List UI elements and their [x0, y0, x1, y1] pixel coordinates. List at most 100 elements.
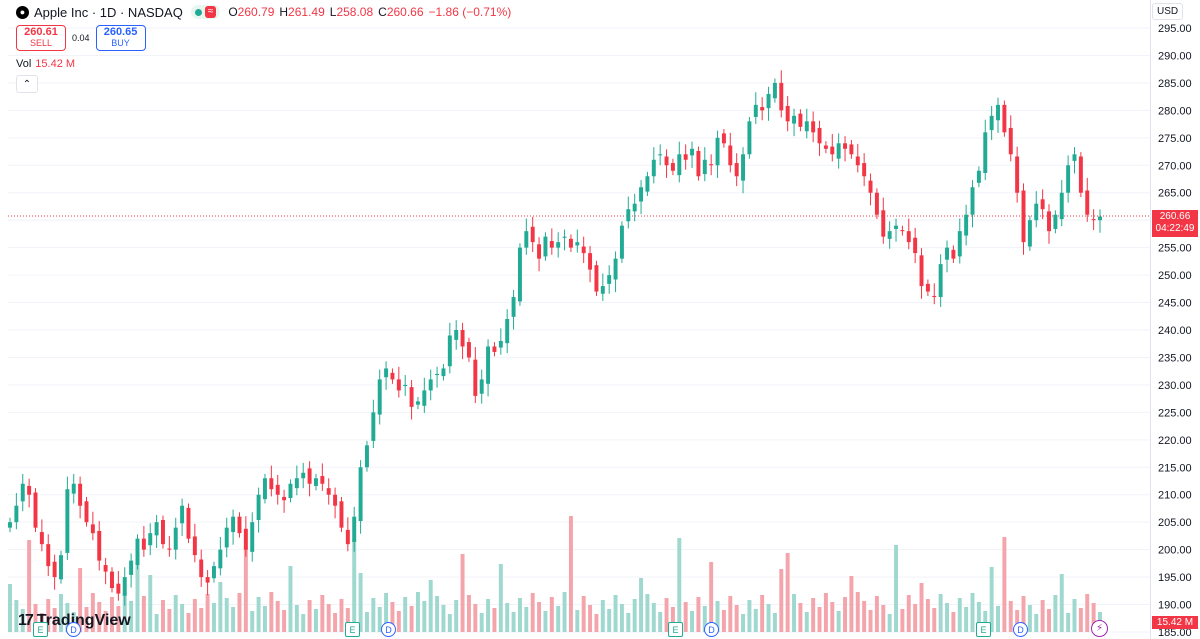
candle[interactable]	[167, 535, 172, 557]
candle[interactable]	[186, 503, 191, 544]
candle[interactable]	[371, 399, 376, 449]
candle[interactable]	[874, 188, 879, 220]
candle[interactable]	[1053, 210, 1058, 234]
candle[interactable]	[811, 111, 816, 143]
candle[interactable]	[588, 245, 593, 283]
candle[interactable]	[925, 279, 930, 296]
candle[interactable]	[90, 511, 95, 541]
candle[interactable]	[339, 496, 344, 533]
candle[interactable]	[843, 136, 848, 162]
candle[interactable]	[1085, 177, 1090, 222]
candle[interactable]	[20, 473, 25, 512]
candle[interactable]	[772, 78, 777, 103]
candle[interactable]	[71, 473, 76, 504]
dividend-marker[interactable]: D	[381, 622, 396, 637]
earnings-marker[interactable]: E	[668, 622, 683, 637]
candle[interactable]	[262, 473, 267, 504]
candle[interactable]	[1027, 215, 1032, 251]
candle[interactable]	[46, 534, 51, 576]
candle[interactable]	[358, 460, 363, 534]
candle[interactable]	[753, 92, 758, 125]
candle[interactable]	[103, 557, 108, 585]
candle[interactable]	[817, 120, 822, 156]
candle[interactable]	[307, 461, 312, 497]
candle[interactable]	[301, 462, 306, 489]
candle[interactable]	[256, 487, 261, 533]
candle[interactable]	[632, 193, 637, 222]
candle[interactable]	[1098, 209, 1102, 233]
candle[interactable]	[441, 364, 446, 381]
candle[interactable]	[294, 465, 299, 496]
candle[interactable]	[517, 243, 522, 306]
candle[interactable]	[568, 234, 573, 253]
candle[interactable]	[231, 509, 236, 545]
candle[interactable]	[645, 171, 650, 197]
dividend-marker[interactable]: D	[1013, 622, 1028, 637]
candle[interactable]	[932, 283, 937, 305]
candle[interactable]	[180, 498, 185, 536]
candle[interactable]	[549, 228, 554, 255]
candle[interactable]	[537, 237, 542, 272]
candle[interactable]	[945, 240, 949, 273]
dividend-marker[interactable]: D	[66, 622, 81, 637]
candle[interactable]	[798, 109, 803, 132]
candle[interactable]	[543, 232, 548, 261]
candle[interactable]	[1059, 180, 1064, 227]
candle[interactable]	[696, 146, 701, 181]
candle[interactable]	[33, 488, 38, 533]
candle[interactable]	[600, 273, 605, 301]
candle[interactable]	[466, 337, 471, 362]
candle[interactable]	[996, 97, 1000, 133]
symbol-title[interactable]: Apple Inc · 1D · NASDAQ	[34, 4, 183, 20]
candle[interactable]	[78, 476, 83, 519]
candle[interactable]	[919, 248, 924, 299]
candle[interactable]	[403, 375, 408, 396]
candle[interactable]	[951, 245, 956, 264]
candle[interactable]	[122, 567, 127, 606]
candle[interactable]	[823, 141, 828, 154]
candle[interactable]	[970, 180, 975, 228]
candle[interactable]	[409, 379, 414, 420]
candle[interactable]	[702, 147, 707, 182]
buy-button[interactable]: 260.65 BUY	[95, 25, 146, 51]
candle[interactable]	[721, 129, 726, 148]
candle[interactable]	[964, 204, 969, 246]
candle[interactable]	[766, 86, 771, 121]
candle[interactable]	[938, 254, 943, 307]
candle[interactable]	[913, 227, 918, 264]
candle[interactable]	[989, 105, 994, 141]
candle[interactable]	[1021, 183, 1026, 255]
candle[interactable]	[141, 526, 146, 557]
candle[interactable]	[377, 369, 382, 425]
candle[interactable]	[658, 144, 663, 166]
candle[interactable]	[243, 516, 248, 557]
candle[interactable]	[830, 133, 835, 162]
candle[interactable]	[1091, 209, 1096, 231]
candle[interactable]	[1078, 152, 1083, 198]
candle[interactable]	[454, 320, 459, 350]
candle[interactable]	[785, 96, 790, 132]
candle[interactable]	[161, 515, 165, 549]
candle[interactable]	[97, 521, 102, 571]
candle[interactable]	[556, 232, 561, 258]
candle[interactable]	[1066, 155, 1071, 203]
candle[interactable]	[237, 512, 242, 538]
currency-selector[interactable]: USD	[1152, 3, 1184, 20]
candle[interactable]	[594, 260, 599, 296]
candle[interactable]	[269, 465, 274, 497]
candle[interactable]	[320, 463, 325, 491]
candle[interactable]	[460, 322, 465, 360]
candle[interactable]	[881, 197, 886, 244]
candle[interactable]	[575, 229, 580, 253]
candle[interactable]	[224, 517, 229, 558]
candle[interactable]	[670, 158, 675, 176]
candle[interactable]	[651, 147, 656, 184]
candle[interactable]	[282, 489, 287, 513]
candle[interactable]	[677, 141, 682, 183]
candle[interactable]	[530, 216, 535, 253]
candle[interactable]	[505, 309, 510, 354]
candle[interactable]	[212, 561, 216, 583]
candle[interactable]	[626, 196, 631, 229]
candle[interactable]	[345, 517, 350, 552]
